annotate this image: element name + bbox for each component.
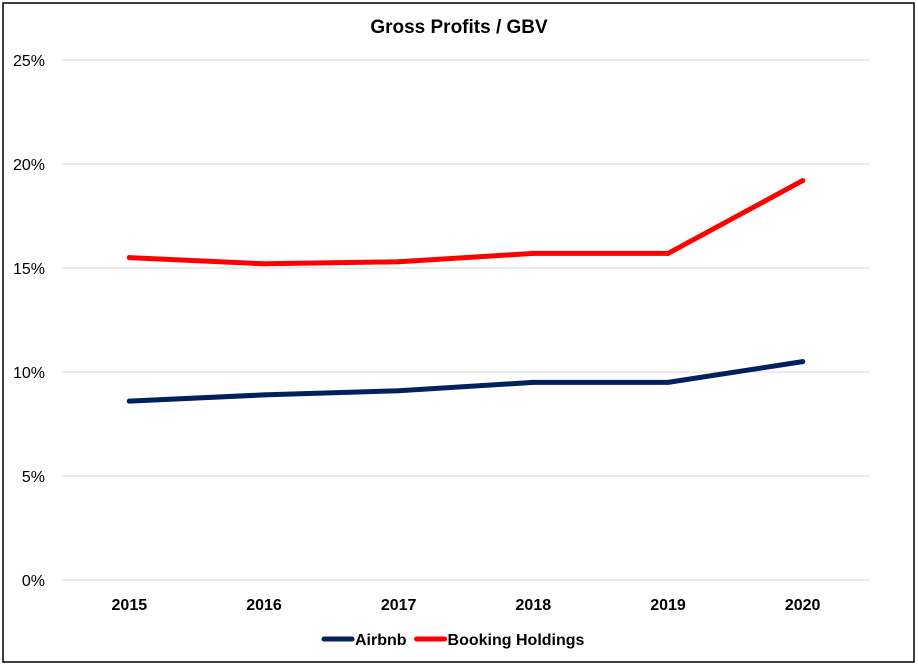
y-tick-label: 20%: [13, 157, 45, 174]
chart-title: Gross Profits / GBV: [370, 17, 548, 38]
legend-label: Booking Holdings: [448, 632, 585, 649]
data-point: [261, 392, 267, 398]
data-point: [530, 379, 536, 385]
data-point: [396, 259, 402, 265]
data-point: [126, 398, 132, 404]
data-point: [665, 379, 671, 385]
y-tick-label: 5%: [22, 469, 45, 486]
x-tick-label: 2020: [785, 597, 821, 614]
data-point: [530, 250, 536, 256]
x-tick-label: 2015: [112, 597, 148, 614]
x-axis-ticks: 2015 2016 2017 2018 2019 2020: [112, 597, 821, 614]
y-tick-label: 0%: [22, 573, 45, 590]
x-tick-label: 2016: [246, 597, 282, 614]
data-point: [800, 359, 806, 365]
series-lines: [126, 178, 806, 404]
chart-border: [2, 2, 915, 663]
data-point: [396, 388, 402, 394]
y-tick-label: 15%: [13, 261, 45, 278]
x-tick-label: 2018: [516, 597, 552, 614]
data-point: [800, 178, 806, 184]
data-point: [261, 261, 267, 267]
gridlines: [62, 59, 870, 581]
y-axis-ticks: 0% 5% 10% 15% 20% 25%: [13, 53, 45, 590]
legend: Airbnb Booking Holdings: [321, 632, 585, 649]
series-line-airbnb: [126, 359, 806, 404]
y-tick-label: 10%: [13, 365, 45, 382]
series-line-booking-holdings: [126, 178, 806, 267]
y-tick-label: 25%: [13, 53, 45, 70]
data-point: [665, 250, 671, 256]
data-point: [126, 255, 132, 261]
legend-label: Airbnb: [355, 632, 407, 649]
x-tick-label: 2019: [650, 597, 686, 614]
x-tick-label: 2017: [381, 597, 417, 614]
